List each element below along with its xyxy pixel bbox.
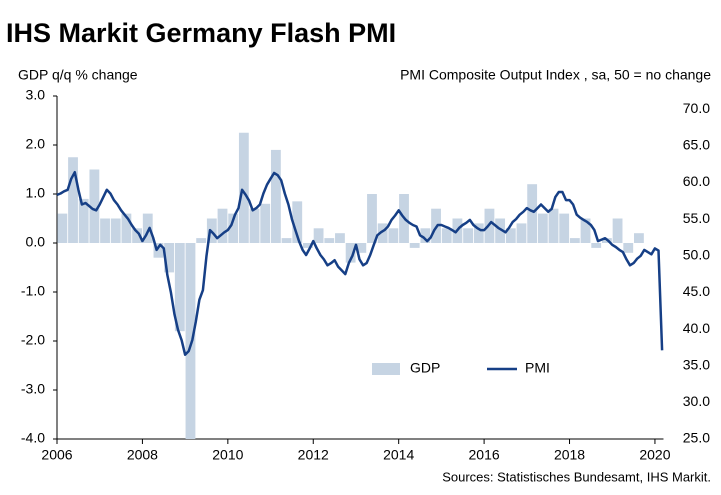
x-tick-label: 2018: [554, 447, 585, 463]
bar: [260, 203, 271, 243]
bar: [505, 228, 516, 243]
legend-swatch: [372, 363, 400, 375]
x-tick-label: 2020: [639, 447, 670, 463]
x-tick-label: 2008: [127, 447, 158, 463]
y-tick-label: -2.0: [21, 332, 45, 348]
bar: [367, 194, 377, 243]
bar: [495, 218, 506, 243]
bar: [463, 228, 473, 243]
source-note: Sources: Statistisches Bundesamt, IHS Ma…: [442, 469, 711, 484]
bar: [559, 213, 570, 243]
bar: [142, 213, 153, 243]
bar: [441, 228, 452, 243]
bar: [313, 228, 324, 243]
bar: [174, 243, 185, 332]
x-tick-label: 2014: [383, 447, 414, 463]
bar: [324, 238, 335, 243]
y-tick-label: -1.0: [21, 283, 45, 299]
bar: [303, 243, 313, 248]
bar: [377, 223, 388, 243]
bar: [100, 218, 110, 243]
bar: [164, 243, 175, 273]
bar: [196, 238, 207, 243]
y2-tick-label: 45.0: [683, 283, 710, 299]
bar: [185, 243, 196, 439]
y-tick-label: 3.0: [26, 87, 46, 103]
bar: [78, 198, 89, 243]
y2-tick-label: 40.0: [683, 320, 710, 336]
bar: [270, 149, 281, 243]
bar: [249, 208, 260, 243]
bar: [110, 218, 121, 243]
y2-tick-label: 50.0: [683, 246, 710, 262]
y-tick-label: -4.0: [21, 430, 45, 446]
x-tick-label: 2006: [41, 447, 72, 463]
bar: [527, 184, 538, 243]
bar: [153, 243, 164, 258]
bar: [516, 223, 527, 243]
y2-tick-label: 35.0: [683, 356, 710, 372]
bar: [623, 243, 634, 253]
y-tick-label: -3.0: [21, 381, 45, 397]
y-axis-label: GDP q/q % change: [18, 67, 138, 83]
y-tick-label: 2.0: [26, 136, 46, 152]
y2-tick-label: 25.0: [683, 430, 710, 446]
bar: [68, 157, 78, 243]
bar: [409, 243, 420, 248]
legend-label: PMI: [525, 360, 550, 376]
bar: [537, 213, 548, 243]
bar: [292, 201, 303, 243]
bar: [217, 208, 228, 243]
bar: [132, 228, 142, 243]
bar: [281, 238, 292, 243]
bar: [57, 213, 68, 243]
bar: [388, 228, 399, 243]
bar: [335, 233, 345, 243]
bar: [569, 238, 580, 243]
x-tick-label: 2012: [298, 447, 329, 463]
y2-tick-label: 70.0: [683, 100, 710, 116]
bar: [89, 169, 100, 243]
y2-tick-label: 30.0: [683, 393, 710, 409]
line: [56, 170, 664, 356]
y-tick-label: 1.0: [26, 185, 46, 201]
bar: [228, 213, 239, 243]
y2-tick-label: 55.0: [683, 210, 710, 226]
bar: [238, 132, 249, 243]
y2-axis-label: PMI Composite Output Index , sa, 50 = no…: [400, 67, 711, 83]
y2-tick-label: 65.0: [683, 137, 710, 153]
bar: [548, 208, 559, 243]
bar: [345, 243, 356, 263]
bar: [591, 243, 602, 248]
y2-tick-label: 60.0: [683, 173, 710, 189]
y-tick-label: 0.0: [26, 234, 46, 250]
bar: [612, 218, 623, 243]
bar: [420, 228, 431, 243]
bar: [121, 213, 132, 243]
x-tick-label: 2010: [212, 447, 243, 463]
bar: [634, 233, 644, 243]
chart-title: IHS Markit Germany Flash PMI: [6, 18, 396, 48]
bar: [580, 218, 591, 243]
bar: [473, 223, 484, 243]
x-tick-label: 2016: [469, 447, 500, 463]
legend-label: GDP: [410, 360, 440, 376]
bar: [356, 243, 367, 253]
